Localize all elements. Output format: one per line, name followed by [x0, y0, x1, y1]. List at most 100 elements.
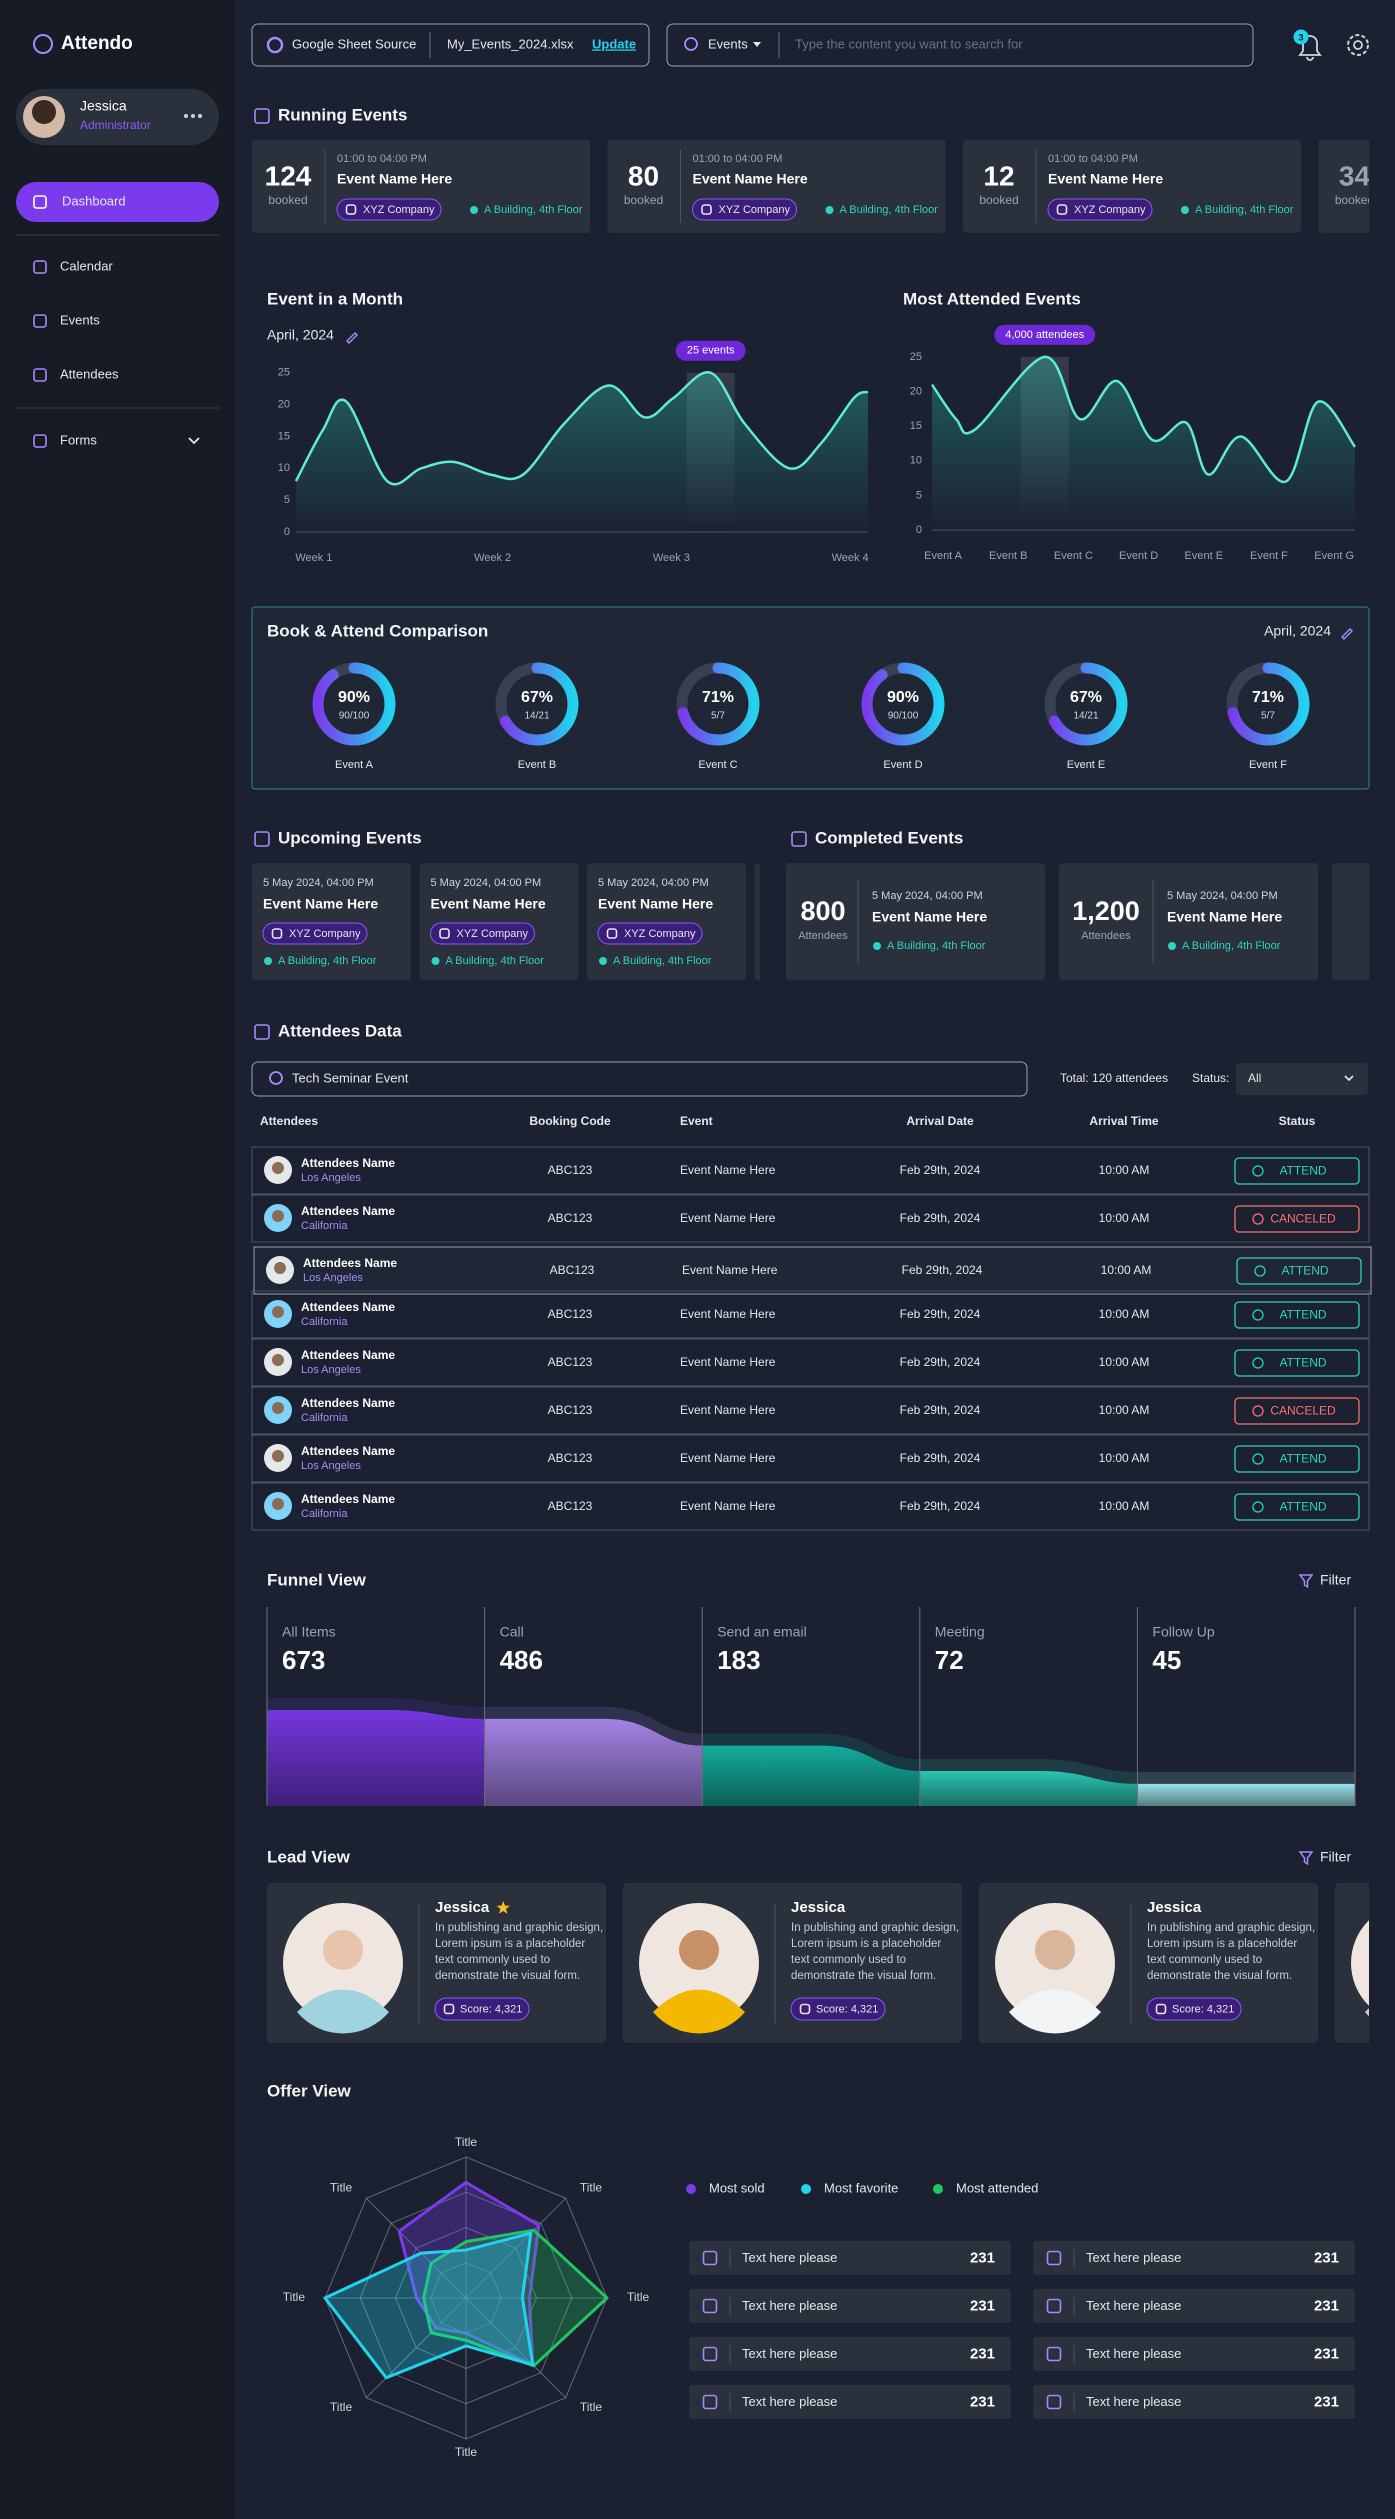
event-card: [963, 140, 1301, 233]
column-header: Attendees: [260, 1114, 318, 1128]
donut-label: Event C: [698, 759, 737, 771]
booking-code: ABC123: [548, 1451, 593, 1465]
upcoming-events: 5 May 2024, 04:00 PM Event Name Here XYZ C…: [252, 863, 760, 980]
icon: [1056, 204, 1068, 215]
icon: [33, 314, 47, 328]
nav-item[interactable]: Forms: [60, 432, 97, 447]
attendee-name: Attendees Name: [301, 1348, 395, 1362]
attendee-location: Los Angeles: [301, 1172, 361, 1184]
section-title: Attendees Data: [278, 1021, 402, 1040]
nav-item[interactable]: Calendar: [60, 258, 113, 273]
stat-label: Text here please: [742, 2250, 837, 2265]
icon: [254, 1024, 270, 1040]
attendee-name: Attendees Name: [301, 1156, 395, 1170]
status-badge: [1234, 1397, 1360, 1425]
edit-icon[interactable]: [346, 332, 358, 344]
icon: [33, 260, 47, 274]
arrival-time: 10:00 AM: [1099, 1355, 1150, 1369]
stat-label: Text here please: [742, 2346, 837, 2361]
arrival-date: Feb 29th, 2024: [900, 1355, 981, 1369]
nav-active: [16, 182, 219, 222]
line-area: [932, 356, 1355, 530]
stat-item: [1033, 2385, 1355, 2419]
line-area: [296, 372, 868, 532]
status-badge: [1234, 1205, 1360, 1233]
nav-item[interactable]: Dashboard: [62, 193, 126, 208]
running-events: 124 booked 01:00 to 04:00 PM Event Name Her…: [252, 140, 1369, 233]
location-icon: [470, 206, 478, 214]
pill: [262, 922, 368, 945]
status-label: Status:: [1192, 1071, 1229, 1085]
stat-item: [689, 2289, 1011, 2323]
stage-value: 45: [1152, 1645, 1181, 1675]
y-tick-label: 0: [916, 524, 922, 536]
donut-ratio: 14/21: [1073, 711, 1098, 722]
count-label: Attendees: [798, 930, 848, 942]
event-card: [607, 140, 946, 233]
status-icon: [1252, 1357, 1264, 1369]
event-card: [252, 140, 590, 233]
radar-spoke: [365, 2297, 467, 2399]
legend-dot: [801, 2184, 811, 2194]
badge: [1293, 29, 1309, 45]
settings[interactable]: [1347, 34, 1369, 56]
booking-code: ABC123: [548, 1163, 593, 1177]
donut-ratio: 90/100: [888, 711, 919, 722]
lead-photo-body: [1009, 1989, 1101, 2034]
radar-spoke: [465, 2197, 567, 2299]
chart-title: Event in a Month: [267, 289, 403, 308]
y-tick-label: 10: [278, 462, 290, 474]
status-badge: [1236, 1257, 1362, 1285]
avatar-head: [272, 1210, 284, 1222]
completed-events: 800 Attendees 5 May 2024, 04:00 PM Event Na…: [786, 863, 1369, 980]
donut-label: Event B: [518, 759, 557, 771]
donut-ratio: 90/100: [339, 711, 370, 722]
status-text: ATTEND: [1279, 1164, 1326, 1178]
source-label: Google Sheet Source: [292, 36, 416, 51]
sidebar: [0, 0, 235, 2519]
donut-label: Event D: [883, 759, 922, 771]
search-box[interactable]: [666, 23, 1254, 67]
x-tick-label: Week 2: [474, 552, 511, 564]
icon: [791, 831, 807, 847]
event-location: A Building, 4th Floor: [1182, 940, 1281, 952]
google-icon: [266, 36, 284, 54]
count-label: booked: [268, 193, 307, 207]
event-location: A Building, 4th Floor: [840, 204, 939, 216]
nav-item[interactable]: Events: [60, 312, 100, 327]
avatar-head: [274, 1262, 286, 1274]
avatar-head: [272, 1450, 284, 1462]
event-location: A Building, 4th Floor: [278, 955, 377, 967]
donut-arc: [1044, 662, 1128, 746]
attendee-location: Los Angeles: [303, 1272, 363, 1284]
status-badge: [1234, 1493, 1360, 1521]
attendee-location: Los Angeles: [301, 1364, 361, 1376]
update-link[interactable]: Update: [592, 36, 636, 51]
stat-item: [1033, 2289, 1355, 2323]
search-scope[interactable]: Events: [708, 36, 748, 51]
stat-item: [689, 2241, 1011, 2275]
logo: [33, 34, 53, 54]
stat-value: 231: [970, 2249, 995, 2266]
booking-code: ABC123: [548, 1307, 593, 1321]
radar-label: Title: [580, 2400, 603, 2414]
period: April, 2024: [1264, 623, 1331, 639]
stat-value: 231: [1314, 2249, 1339, 2266]
y-tick-label: 25: [910, 351, 922, 363]
lead-photo-body: [1365, 2008, 1369, 2017]
donut-value: 90%: [338, 689, 370, 706]
status-icon: [1252, 1309, 1264, 1321]
filter-button[interactable]: Filter: [1320, 1572, 1351, 1588]
status-text: CANCELED: [1270, 1212, 1336, 1226]
nav-item[interactable]: Attendees: [60, 366, 119, 381]
donut-arc: [861, 662, 945, 746]
location-icon: [264, 957, 272, 965]
stage-label: All Items: [282, 1624, 336, 1640]
legend-label: Most sold: [709, 2180, 765, 2195]
filter-button[interactable]: Filter: [1320, 1849, 1351, 1865]
edit-icon[interactable]: [1341, 628, 1353, 640]
y-tick-label: 25: [278, 367, 290, 379]
status-select[interactable]: [1236, 1063, 1368, 1095]
caret: [753, 42, 761, 47]
search-box[interactable]: [251, 1061, 1028, 1097]
